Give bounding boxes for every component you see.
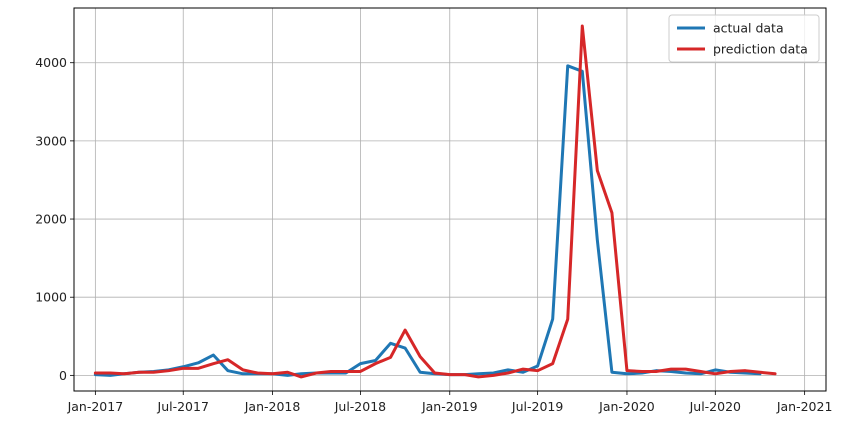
series-layer [93, 24, 777, 379]
x-tick-label: Jan-2018 [244, 399, 301, 414]
y-tick-label: 1000 [35, 290, 67, 305]
x-tick-label: Jul-2020 [689, 399, 741, 414]
y-axis: 0 1000 2000 3000 4000 [35, 55, 74, 383]
y-tick-label: 2000 [35, 212, 67, 227]
x-tick-label: Jan-2017 [67, 399, 124, 414]
y-tick-label: 3000 [35, 133, 67, 148]
y-tick-label: 0 [59, 368, 67, 383]
x-axis: Jan-2017 Jul-2017 Jan-2018 Jul-2018 Jan-2019… [67, 391, 833, 414]
x-tick-label: Jul-2018 [334, 399, 386, 414]
x-tick-label: Jan-2020 [598, 399, 655, 414]
x-tick-label: Jan-2021 [776, 399, 833, 414]
x-tick-label: Jul-2017 [157, 399, 209, 414]
x-tick-label: Jul-2019 [511, 399, 563, 414]
legend-label: prediction data [713, 42, 808, 57]
legend-box [668, 14, 820, 63]
series-line-prediction-data [93, 24, 777, 379]
legend: actual data prediction data [668, 14, 820, 63]
x-tick-label: Jan-2019 [421, 399, 478, 414]
legend-label: actual data [713, 21, 784, 36]
y-tick-label: 4000 [35, 55, 67, 70]
